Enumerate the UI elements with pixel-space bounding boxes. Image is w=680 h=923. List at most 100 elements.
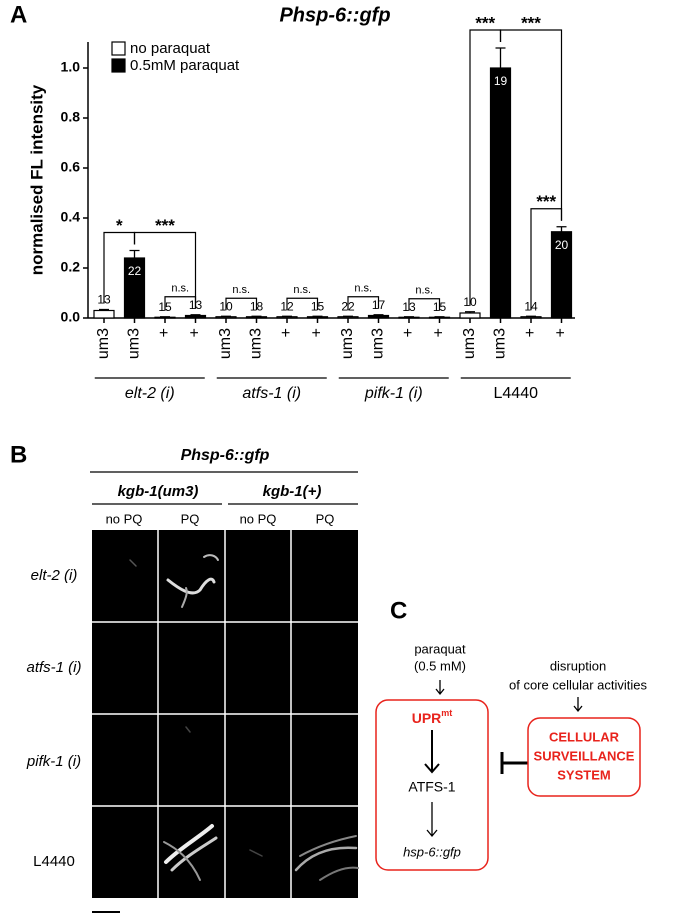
x-tick-label: um3 xyxy=(370,328,387,359)
x-tick-label: um3 xyxy=(126,328,143,359)
x-tick-label: um3 xyxy=(461,328,478,359)
surveillance-box xyxy=(527,717,641,797)
row-label: L4440 xyxy=(33,853,75,870)
legend-label: no paraquat xyxy=(130,40,211,57)
group-label: atfs-1 (i) xyxy=(242,385,301,402)
column-label: no PQ xyxy=(240,511,277,526)
bar xyxy=(306,316,329,319)
significance-label: *** xyxy=(521,13,541,32)
node-label: (0.5 mM) xyxy=(414,658,466,673)
bar xyxy=(93,309,115,319)
significance-label: * xyxy=(116,216,123,235)
group-label: pifk-1 (i) xyxy=(364,385,423,402)
x-tick-label: um3 xyxy=(339,328,356,359)
x-tick-label: + xyxy=(431,328,448,337)
significance-label: n.s. xyxy=(354,283,372,295)
error-bar xyxy=(251,315,262,317)
x-tick-label: um3 xyxy=(95,328,112,359)
error-bar xyxy=(434,316,445,318)
node-label: hsp-6::gfp xyxy=(403,844,461,859)
superscript: mt xyxy=(441,708,452,718)
error-bar xyxy=(556,226,567,232)
significance-bracket xyxy=(225,297,258,311)
count-label: 19 xyxy=(494,74,508,88)
error-bar xyxy=(221,315,231,317)
error-bar xyxy=(282,315,292,317)
significance-label: *** xyxy=(536,192,556,211)
bar xyxy=(367,314,390,319)
upr-box xyxy=(375,699,489,871)
x-tick-label: + xyxy=(278,328,295,337)
significance-bracket xyxy=(347,296,380,311)
panel-label: A xyxy=(10,1,27,28)
arrows xyxy=(424,680,583,838)
error-bar xyxy=(465,311,475,313)
column-group: kgb-1(um3) xyxy=(118,483,199,500)
legend-swatch xyxy=(111,58,126,73)
y-tick-label: 1.0 xyxy=(61,59,81,75)
significance-label: *** xyxy=(475,13,495,32)
x-tick-label: um3 xyxy=(217,328,234,359)
row-label: atfs-1 (i) xyxy=(26,659,81,676)
column-group: kgb-1(+) xyxy=(263,483,322,500)
count-label: 22 xyxy=(128,264,142,278)
error-bar xyxy=(404,316,414,318)
significance-label: n.s. xyxy=(171,283,189,295)
y-tick-label: 0.6 xyxy=(61,159,81,175)
bar xyxy=(215,316,237,319)
panel-label: C xyxy=(390,597,407,624)
node-label: of core cellular activities xyxy=(509,677,647,692)
x-tick-label: + xyxy=(553,328,570,337)
node-label: SURVEILLANCE xyxy=(534,748,635,763)
grid-lines xyxy=(92,530,358,898)
x-tick-label: um3 xyxy=(248,328,265,359)
node-label: paraquat xyxy=(414,641,466,656)
significance-label: n.s. xyxy=(232,284,250,296)
error-bar xyxy=(343,315,353,317)
x-tick-label: + xyxy=(309,328,326,337)
bar xyxy=(459,312,481,319)
x-tick-label: + xyxy=(522,328,539,337)
y-tick-label: 0.2 xyxy=(61,259,81,275)
worms xyxy=(129,554,359,881)
error-bar xyxy=(190,314,201,316)
count-label: 20 xyxy=(555,238,569,252)
node-label: SYSTEM xyxy=(557,767,610,782)
chart-title: Phsp-6::gfp xyxy=(279,4,390,26)
row-label: pifk-1 (i) xyxy=(26,753,81,770)
error-bar xyxy=(495,47,506,68)
node-label: ATFS-1 xyxy=(408,779,455,795)
x-tick-label: + xyxy=(187,328,204,337)
legend-label: 0.5mM paraquat xyxy=(130,57,240,74)
significance-label: n.s. xyxy=(293,284,311,296)
bar xyxy=(337,316,359,319)
group-label: elt-2 (i) xyxy=(125,385,175,402)
error-bar xyxy=(99,308,109,311)
y-tick-label: 0.0 xyxy=(61,309,81,325)
error-bar xyxy=(312,315,323,317)
row-label: elt-2 (i) xyxy=(31,567,78,584)
bar xyxy=(520,316,542,319)
bar xyxy=(245,316,268,319)
significance-label: n.s. xyxy=(415,285,433,297)
bar xyxy=(489,67,512,319)
node-label: disruption xyxy=(550,658,606,673)
x-tick-label: um3 xyxy=(492,328,509,359)
node-label: UPRmt xyxy=(412,708,453,725)
y-axis-label: normalised FL intensity xyxy=(27,84,46,275)
significance-bracket xyxy=(286,297,319,311)
error-bar xyxy=(129,249,140,258)
panel-label: B xyxy=(10,441,27,468)
error-bar xyxy=(373,314,384,316)
y-tick-label: 0.8 xyxy=(61,109,81,125)
group-label: L4440 xyxy=(494,385,539,402)
node-label: UPR xyxy=(412,710,442,726)
plot: 0.0 0.2 0.4 0.6 0.8 1.0 um3 um3 + + um3 um3 + + um3 um3… xyxy=(61,13,573,402)
column-label: PQ xyxy=(181,511,200,526)
y-tick-label: 0.4 xyxy=(61,209,81,225)
significance-bracket xyxy=(133,231,197,309)
error-bar xyxy=(526,315,536,317)
panel-title: Phsp-6::gfp xyxy=(181,447,270,464)
legend-swatch xyxy=(111,41,126,56)
node-label: CELLULAR xyxy=(549,729,620,744)
